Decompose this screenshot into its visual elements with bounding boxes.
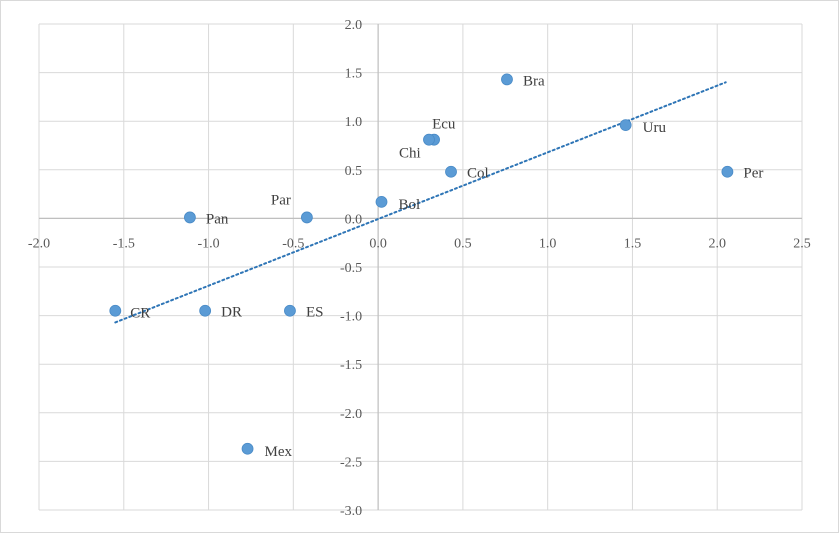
- data-point: [184, 211, 196, 224]
- data-point: [284, 304, 296, 317]
- data-point: [445, 165, 457, 178]
- y-tick-label: -3.0: [340, 504, 362, 519]
- data-point: [199, 304, 212, 317]
- point-label: Bol: [399, 197, 421, 213]
- x-tick-label: -1.5: [113, 236, 135, 251]
- point-label: DR: [221, 305, 242, 321]
- y-tick-label: -2.0: [340, 407, 362, 422]
- y-tick-labels: 2.0 1.5 1.0 0.5 0.0 -0.5 -1.0 -1.5 -2.0 -2.5 -3.0: [340, 18, 362, 519]
- point-label: Chi: [399, 146, 421, 162]
- y-tick-label: 2.0: [345, 18, 363, 33]
- point-label: Par: [271, 192, 291, 208]
- x-tick-label: 0.0: [369, 236, 387, 251]
- trendline-group: [114, 81, 727, 324]
- data-points: [109, 73, 734, 455]
- data-point: [375, 195, 388, 208]
- point-label: Bra: [523, 73, 545, 89]
- point-label: Mex: [265, 444, 293, 460]
- point-label: CR: [130, 306, 150, 322]
- point-label: Per: [743, 166, 763, 182]
- data-point: [109, 304, 122, 317]
- point-label: ES: [306, 305, 324, 321]
- x-tick-label: 1.0: [539, 236, 557, 251]
- y-tick-label: -0.5: [340, 261, 362, 276]
- trendline: [114, 81, 727, 324]
- data-point: [300, 211, 313, 224]
- point-label: Ecu: [432, 117, 456, 133]
- x-tick-label: 0.5: [454, 236, 472, 251]
- y-tick-label: -1.0: [340, 310, 362, 325]
- y-tick-label: 1.5: [345, 67, 363, 82]
- y-tick-label: 0.5: [345, 164, 363, 179]
- point-label: Uru: [643, 120, 667, 136]
- data-point: [721, 165, 734, 178]
- x-tick-label: -1.0: [197, 236, 219, 251]
- x-tick-label: -0.5: [282, 236, 304, 251]
- axes: [39, 24, 802, 510]
- x-tick-label: 1.5: [624, 236, 642, 251]
- data-point: [619, 119, 632, 131]
- x-tick-label: 2.5: [793, 236, 811, 251]
- data-point: [241, 442, 254, 455]
- x-tick-labels: -2.0 -1.5 -1.0 -0.5 0.0 0.5 1.0 1.5 2.0 2.5: [28, 236, 811, 251]
- y-tick-label: -2.5: [340, 455, 362, 470]
- point-label: Col: [467, 166, 489, 182]
- horizontal-gridlines: [39, 23, 802, 511]
- y-tick-label: 1.0: [345, 115, 363, 130]
- point-label: Pan: [206, 211, 229, 227]
- data-point: [423, 133, 435, 146]
- data-point: [501, 73, 513, 86]
- point-labels: Bra Ecu Chi Uru Col Per Par Bol Pan CR DR ES Mex: [130, 73, 763, 459]
- y-tick-label: -1.5: [340, 358, 362, 373]
- y-tick-label: 0.0: [345, 212, 363, 227]
- x-tick-label: -2.0: [28, 236, 50, 251]
- x-tick-label: 2.0: [708, 236, 726, 251]
